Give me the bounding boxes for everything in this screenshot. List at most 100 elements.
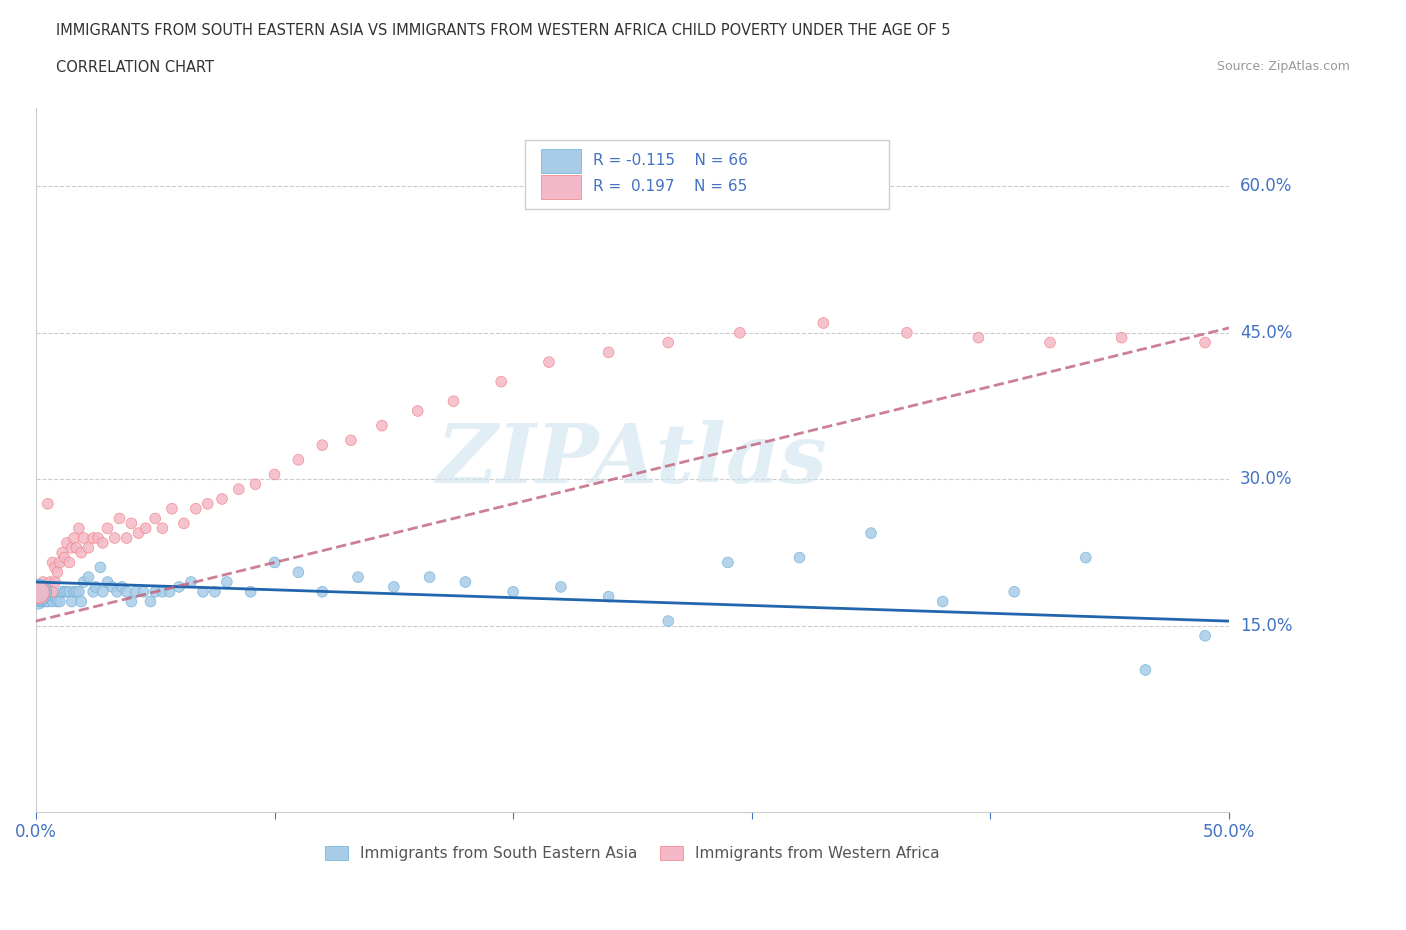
Point bbox=[1135, 662, 1157, 677]
Point bbox=[58, 555, 80, 570]
FancyBboxPatch shape bbox=[540, 149, 581, 173]
Point bbox=[143, 584, 166, 599]
Point bbox=[46, 594, 69, 609]
Point bbox=[1074, 551, 1097, 565]
Point bbox=[60, 540, 83, 555]
Point bbox=[56, 536, 79, 551]
Point bbox=[53, 551, 76, 565]
Point bbox=[44, 590, 66, 604]
Point bbox=[120, 594, 142, 609]
Point bbox=[717, 555, 740, 570]
Point bbox=[340, 432, 363, 447]
Point bbox=[44, 560, 66, 575]
Point bbox=[598, 590, 620, 604]
Point bbox=[311, 584, 333, 599]
Point bbox=[39, 590, 62, 604]
Point bbox=[128, 525, 150, 540]
Point bbox=[91, 536, 114, 551]
Point bbox=[657, 335, 679, 350]
Point bbox=[115, 584, 138, 599]
Point bbox=[115, 531, 138, 546]
Point bbox=[108, 512, 131, 526]
Point bbox=[167, 579, 190, 594]
Point bbox=[30, 594, 52, 609]
Point bbox=[657, 614, 679, 629]
Point bbox=[1194, 335, 1216, 350]
Point bbox=[67, 584, 90, 599]
Point bbox=[311, 438, 333, 453]
Point bbox=[77, 570, 100, 585]
Point bbox=[382, 579, 405, 594]
Point bbox=[105, 584, 128, 599]
Point bbox=[51, 584, 73, 599]
Point bbox=[63, 531, 86, 546]
Text: 15.0%: 15.0% bbox=[1240, 617, 1292, 635]
Point bbox=[37, 584, 59, 599]
Point bbox=[96, 575, 118, 590]
Point bbox=[63, 584, 86, 599]
Text: 30.0%: 30.0% bbox=[1240, 471, 1292, 488]
Point bbox=[215, 575, 238, 590]
Point bbox=[245, 477, 267, 492]
Point bbox=[27, 594, 49, 609]
Point bbox=[1002, 584, 1025, 599]
Point bbox=[239, 584, 262, 599]
Point bbox=[101, 579, 124, 594]
Point bbox=[180, 575, 202, 590]
Point bbox=[454, 575, 477, 590]
Point bbox=[419, 570, 441, 585]
Point bbox=[73, 575, 96, 590]
Point bbox=[443, 393, 465, 408]
Point bbox=[143, 512, 166, 526]
Point bbox=[125, 584, 148, 599]
Point bbox=[87, 531, 110, 546]
Point bbox=[211, 491, 233, 506]
Point bbox=[46, 565, 69, 579]
Point bbox=[502, 584, 524, 599]
Point bbox=[96, 521, 118, 536]
Point bbox=[60, 594, 83, 609]
Point bbox=[111, 579, 134, 594]
Point bbox=[406, 404, 429, 418]
Point bbox=[228, 482, 250, 497]
Point bbox=[598, 345, 620, 360]
Point bbox=[34, 584, 56, 599]
Point bbox=[32, 575, 55, 590]
Point bbox=[89, 560, 111, 575]
Point bbox=[152, 521, 174, 536]
Point bbox=[371, 418, 394, 433]
Point bbox=[82, 531, 104, 546]
Point bbox=[550, 579, 572, 594]
Point bbox=[34, 590, 56, 604]
Text: ZIPAtlas: ZIPAtlas bbox=[437, 419, 828, 499]
Text: 45.0%: 45.0% bbox=[1240, 324, 1292, 342]
Point bbox=[34, 584, 56, 599]
Point bbox=[41, 584, 63, 599]
Point bbox=[44, 575, 66, 590]
Point bbox=[27, 590, 49, 604]
Point bbox=[58, 584, 80, 599]
Point bbox=[37, 497, 59, 512]
Point bbox=[37, 594, 59, 609]
Point bbox=[104, 531, 127, 546]
Point bbox=[30, 584, 52, 599]
Point bbox=[135, 521, 157, 536]
Point bbox=[41, 555, 63, 570]
Point bbox=[30, 584, 52, 599]
Point bbox=[1194, 629, 1216, 644]
Point bbox=[65, 584, 87, 599]
Point bbox=[56, 584, 79, 599]
Point bbox=[191, 584, 214, 599]
Point bbox=[41, 584, 63, 599]
Point bbox=[139, 594, 162, 609]
Point bbox=[120, 516, 142, 531]
Point bbox=[73, 531, 96, 546]
Point bbox=[70, 594, 93, 609]
Point bbox=[39, 575, 62, 590]
Text: Source: ZipAtlas.com: Source: ZipAtlas.com bbox=[1216, 60, 1350, 73]
FancyBboxPatch shape bbox=[540, 175, 581, 199]
Point bbox=[30, 584, 52, 599]
Point bbox=[931, 594, 953, 609]
Point bbox=[84, 579, 107, 594]
Point bbox=[173, 516, 195, 531]
